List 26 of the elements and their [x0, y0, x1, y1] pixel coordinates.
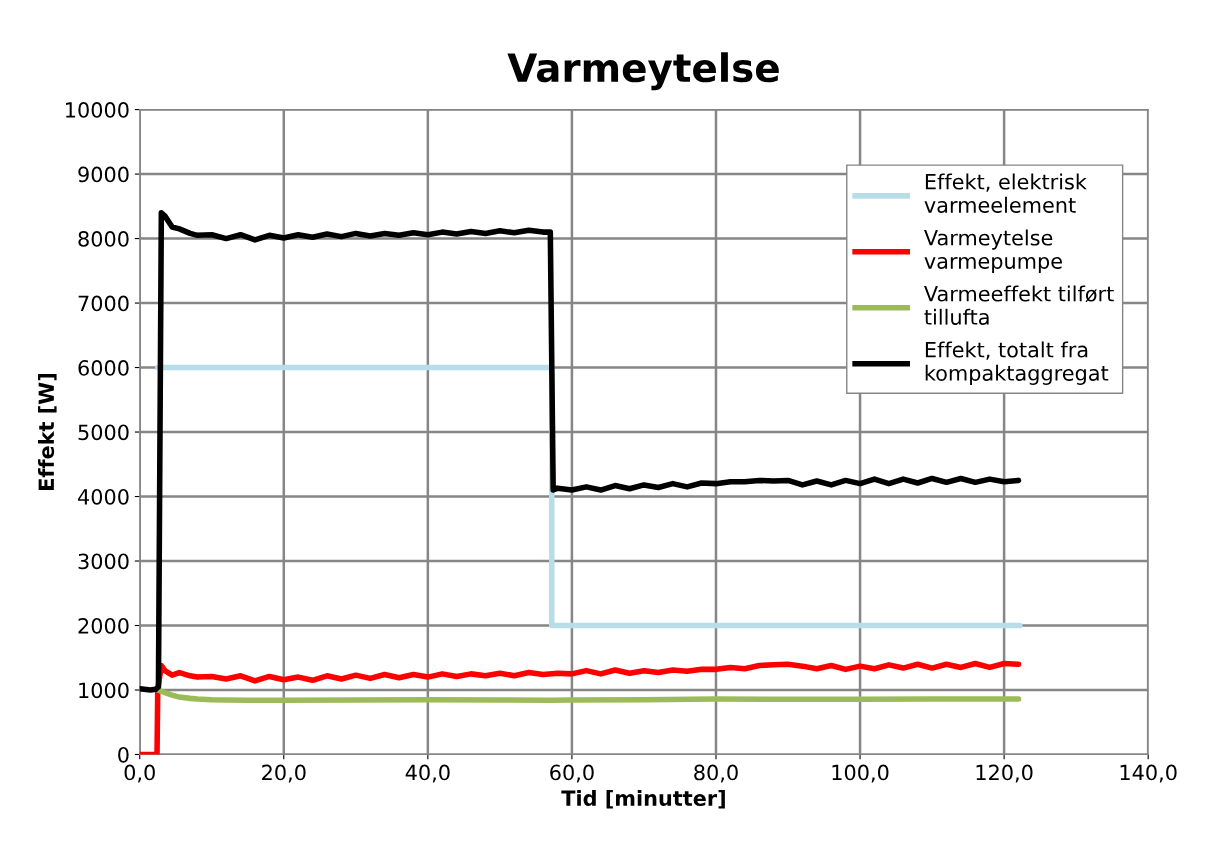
y-tick-label: 4000	[78, 488, 129, 505]
legend-label: Effekt, totalt fra kompaktaggregat	[925, 341, 1109, 385]
y-tick-label: 2000	[78, 617, 129, 634]
y-axis-title: Effekt [W]	[38, 374, 57, 490]
y-tick-label: 5000	[78, 424, 129, 441]
x-tick-label: 120,0	[976, 764, 1033, 783]
x-tick-label: 20,0	[262, 764, 306, 783]
x-tick-label: 60,0	[550, 764, 594, 783]
y-tick-label: 8000	[78, 231, 129, 247]
y-tick-label: 3000	[78, 553, 129, 570]
y-tick-label: 0	[118, 746, 129, 763]
y-tick-label: 10000	[66, 102, 129, 118]
y-tick-label: 9000	[78, 166, 129, 183]
x-tick-label: 80,0	[694, 764, 738, 783]
x-tick-label: 100,0	[832, 764, 889, 783]
x-axis-title: Tid [minutter]	[561, 789, 725, 809]
x-tick-label: 140,0	[1120, 764, 1177, 783]
chart-title: Varmeytelse	[507, 52, 779, 91]
y-tick-label: 7000	[78, 295, 129, 312]
legend-label: Varmeeffekt tilført tillufta	[924, 285, 1114, 325]
legend-label: Varmeytelse varmepumpe	[924, 229, 1062, 273]
y-tick-label: 1000	[79, 682, 129, 699]
y-tick-label: 6000	[78, 360, 129, 376]
x-tick-label: 40,0	[405, 764, 450, 783]
legend-label: Effekt, elektrisk varmeelement	[924, 173, 1087, 213]
x-tick-label: 0,0	[124, 764, 155, 783]
